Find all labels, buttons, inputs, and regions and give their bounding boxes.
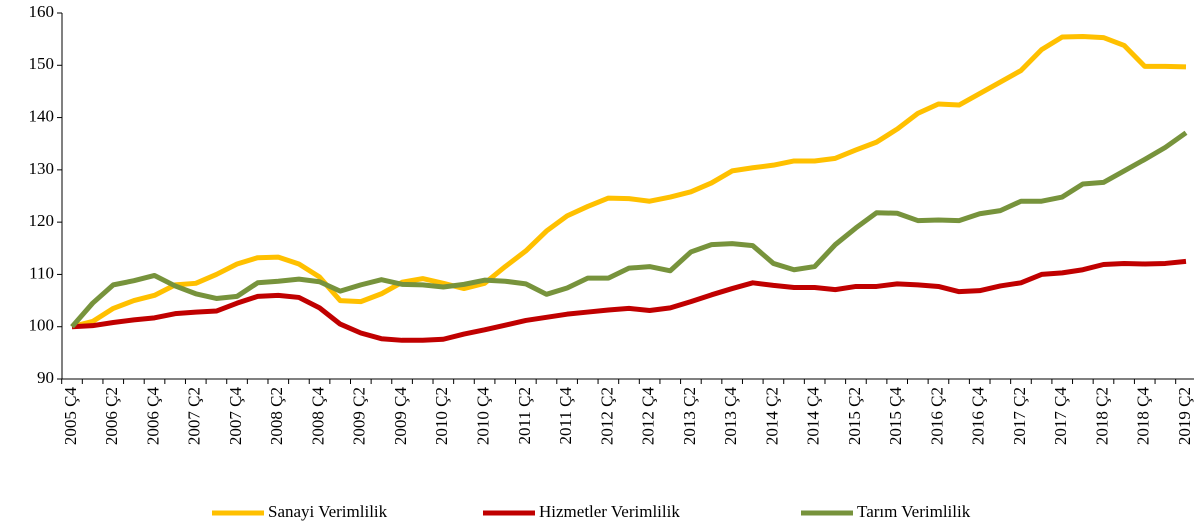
x-tick-label: 2016 Ç4 xyxy=(969,387,988,446)
x-tick-label: 2012 Ç4 xyxy=(639,387,658,446)
y-tick-label: 100 xyxy=(29,316,55,335)
y-tick-label: 150 xyxy=(29,54,55,73)
y-tick-label: 90 xyxy=(37,368,54,387)
line-series xyxy=(71,258,1187,343)
x-tick-label: 2007 Ç4 xyxy=(226,387,245,446)
x-tick-label: 2007 Ç2 xyxy=(185,387,204,445)
x-tick-label: 2013 Ç4 xyxy=(721,387,740,446)
x-tick-label: 2015 Ç2 xyxy=(845,387,864,445)
line-series xyxy=(71,34,1187,330)
legend-label: Sanayi Verimlilik xyxy=(268,502,388,521)
x-tick-label: 2011 Ç2 xyxy=(515,387,534,444)
x-tick-label: 2009 Ç4 xyxy=(391,387,410,446)
x-tick-label: 2010 Ç4 xyxy=(473,387,492,446)
y-tick-label: 140 xyxy=(29,106,55,125)
x-tick-label: 2019 Ç2 xyxy=(1175,387,1194,445)
x-tick-label: 2014 Ç4 xyxy=(804,387,823,446)
x-tick-label: 2006 Ç2 xyxy=(102,387,121,445)
x-tick-label: 2008 Ç4 xyxy=(308,387,327,446)
legend-label: Tarım Verimlilik xyxy=(857,502,971,521)
x-tick-label: 2017 Ç4 xyxy=(1051,387,1070,446)
x-tick-label: 2018 Ç4 xyxy=(1134,387,1153,446)
x-tick-label: 2014 Ç2 xyxy=(762,387,781,445)
x-tick-label: 2017 Ç2 xyxy=(1010,387,1029,445)
x-tick-label: 2011 Ç4 xyxy=(556,387,575,445)
x-tick-label: 2006 Ç4 xyxy=(143,387,162,446)
y-tick-label: 110 xyxy=(29,263,54,282)
x-tick-label: 2005 Ç4 xyxy=(61,387,80,446)
x-tick-label: 2012 Ç2 xyxy=(597,387,616,445)
x-tick-label: 2008 Ç2 xyxy=(267,387,286,445)
x-tick-label: 2018 Ç2 xyxy=(1092,387,1111,445)
y-tick-label: 120 xyxy=(29,211,55,230)
line-series xyxy=(70,130,1188,329)
x-tick-label: 2015 Ç4 xyxy=(886,387,905,446)
x-tick-label: 2013 Ç2 xyxy=(680,387,699,445)
x-tick-label: 2016 Ç2 xyxy=(927,387,946,445)
x-tick-label: 2010 Ç2 xyxy=(432,387,451,445)
y-tick-label: 130 xyxy=(29,159,55,178)
legend-label: Hizmetler Verimlilik xyxy=(539,502,680,521)
y-tick-label: 160 xyxy=(29,2,55,21)
x-tick-label: 2009 Ç2 xyxy=(350,387,369,445)
